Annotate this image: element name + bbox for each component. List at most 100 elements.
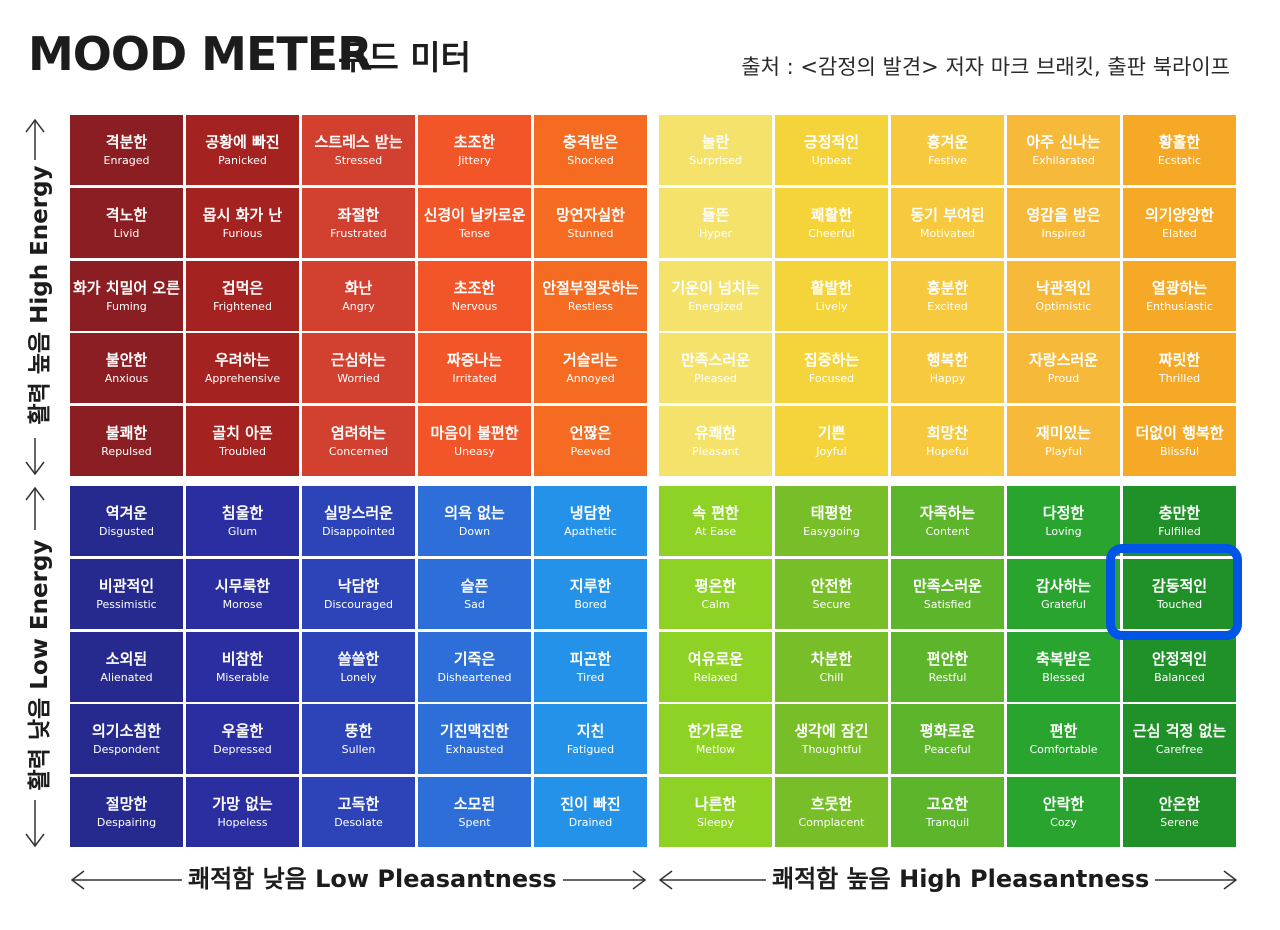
- title-english: MOOD METER: [28, 27, 373, 81]
- mood-label-english: Discouraged: [323, 597, 393, 611]
- mood-cell-disheartened: 기죽은 Disheartened: [418, 632, 531, 702]
- mood-label-korean: 의욕 없는: [444, 503, 505, 522]
- mood-label-korean: 비관적인: [98, 576, 155, 595]
- mood-label-korean: 태평한: [810, 503, 853, 522]
- mood-cell-tired: 피곤한 Tired: [534, 632, 647, 702]
- mood-label-korean: 흥겨운: [926, 132, 969, 151]
- mood-label-korean: 기죽은: [453, 649, 496, 668]
- mood-label-english: Miserable: [215, 670, 270, 684]
- mood-label-english: Restful: [928, 670, 967, 684]
- mood-label-english: Tired: [576, 670, 605, 684]
- mood-label-korean: 지친: [576, 721, 605, 740]
- mood-label-english: Excited: [927, 299, 968, 313]
- mood-label-english: Easygoing: [803, 524, 860, 538]
- mood-label-korean: 의기소침한: [91, 721, 161, 740]
- mood-label-english: Content: [925, 524, 970, 538]
- mood-label-korean: 우울한: [221, 721, 264, 740]
- mood-label-korean: 축복받은: [1035, 649, 1092, 668]
- mood-label-english: Irritated: [452, 371, 497, 385]
- mood-cell-relaxed: 여유로운 Relaxed: [659, 632, 772, 702]
- mood-label-english: Enraged: [103, 153, 150, 167]
- mood-cell-peaceful: 평화로운 Peaceful: [891, 704, 1004, 774]
- mood-label-english: Calm: [701, 597, 730, 611]
- mood-label-korean: 우려하는: [214, 350, 271, 369]
- mood-cell-playful: 재미있는 Playful: [1007, 406, 1120, 476]
- mood-label-english: Playful: [1045, 444, 1082, 458]
- mood-cell-apathetic: 냉담한 Apathetic: [534, 486, 647, 556]
- mood-cell-happy: 행복한 Happy: [891, 333, 1004, 403]
- mood-label-english: Nervous: [451, 299, 498, 313]
- mood-cell-shocked: 충격받은 Shocked: [534, 115, 647, 185]
- mood-label-korean: 짜릿한: [1158, 350, 1201, 369]
- mood-label-english: Serene: [1160, 815, 1199, 829]
- mood-label-korean: 가망 없는: [212, 794, 273, 813]
- mood-cell-elated: 의기양양한 Elated: [1123, 188, 1236, 258]
- mood-label-english: Exhausted: [445, 742, 504, 756]
- mood-label-korean: 지루한: [569, 576, 612, 595]
- mood-label-english: Comfortable: [1029, 742, 1098, 756]
- mood-label-korean: 재미있는: [1035, 423, 1092, 442]
- mood-cell-focused: 집중하는 Focused: [775, 333, 888, 403]
- mood-cell-worried: 근심하는 Worried: [302, 333, 415, 403]
- mood-label-english: Disheartened: [437, 670, 512, 684]
- mood-cell-grateful: 감사하는 Grateful: [1007, 559, 1120, 629]
- mood-cell-frightened: 겁먹은 Frightened: [186, 261, 299, 331]
- mood-cell-pleased: 만족스러운 Pleased: [659, 333, 772, 403]
- mood-cell-blissful: 더없이 행복한 Blissful: [1123, 406, 1236, 476]
- mood-label-korean: 들뜬: [701, 205, 730, 224]
- mood-cell-balanced: 안정적인 Balanced: [1123, 632, 1236, 702]
- mood-cell-touched: 감동적인 Touched: [1123, 559, 1236, 629]
- mood-label-korean: 충만한: [1158, 503, 1201, 522]
- mood-label-korean: 거슬리는: [562, 350, 619, 369]
- mood-label-english: Thrilled: [1158, 371, 1201, 385]
- mood-cell-motivated: 동기 부여된 Motivated: [891, 188, 1004, 258]
- mood-label-korean: 아주 신나는: [1026, 132, 1101, 151]
- mood-label-korean: 평온한: [694, 576, 737, 595]
- mood-cell-sad: 슬픈 Sad: [418, 559, 531, 629]
- mood-label-korean: 마음이 불편한: [430, 423, 519, 442]
- mood-label-english: Proud: [1047, 371, 1080, 385]
- mood-label-english: Frustrated: [330, 226, 387, 240]
- mood-label-korean: 감동적인: [1151, 576, 1208, 595]
- mood-label-english: Lonely: [340, 670, 377, 684]
- mood-cell-tense: 신경이 날카로운 Tense: [418, 188, 531, 258]
- mood-label-korean: 의기양양한: [1144, 205, 1214, 224]
- mood-label-korean: 안절부절못하는: [542, 278, 639, 297]
- mood-label-english: Repulsed: [101, 444, 152, 458]
- mood-label-korean: 더없이 행복한: [1135, 423, 1224, 442]
- mood-label-korean: 화난: [344, 278, 373, 297]
- mood-label-korean: 생각에 잠긴: [794, 721, 869, 740]
- mood-label-english: Joyful: [816, 444, 847, 458]
- mood-label-korean: 진이 빠진: [560, 794, 621, 813]
- mood-label-english: Elated: [1162, 226, 1197, 240]
- mood-cell-sullen: 뚱한 Sullen: [302, 704, 415, 774]
- mood-cell-disappointed: 실망스러운 Disappointed: [302, 486, 415, 556]
- mood-label-english: Pessimistic: [96, 597, 157, 611]
- mood-cell-depressed: 우울한 Depressed: [186, 704, 299, 774]
- mood-cell-frustrated: 좌절한 Frustrated: [302, 188, 415, 258]
- mood-label-english: Festive: [928, 153, 967, 167]
- mood-cell-exhilarated: 아주 신나는 Exhilarated: [1007, 115, 1120, 185]
- mood-label-korean: 망연자실한: [555, 205, 625, 224]
- mood-label-korean: 고독한: [337, 794, 380, 813]
- mood-cell-serene: 안온한 Serene: [1123, 777, 1236, 847]
- mood-label-korean: 고요한: [926, 794, 969, 813]
- mood-cell-calm: 평온한 Calm: [659, 559, 772, 629]
- mood-label-english: Tense: [458, 226, 491, 240]
- mood-label-english: Ecstatic: [1157, 153, 1202, 167]
- mood-label-english: Jittery: [458, 153, 491, 167]
- mood-label-english: Panicked: [218, 153, 267, 167]
- mood-cell-restful: 편안한 Restful: [891, 632, 1004, 702]
- mood-cell-complacent: 흐뭇한 Complacent: [775, 777, 888, 847]
- mood-label-english: Sleepy: [696, 815, 735, 829]
- mood-label-korean: 침울한: [221, 503, 264, 522]
- mood-label-english: Tranquil: [925, 815, 970, 829]
- mood-label-english: Drained: [568, 815, 613, 829]
- mood-label-english: Touched: [1156, 597, 1203, 611]
- mood-label-english: Morose: [222, 597, 263, 611]
- mood-label-korean: 시무룩한: [214, 576, 271, 595]
- mood-label-korean: 만족스러운: [912, 576, 982, 595]
- mood-cell-drained: 진이 빠진 Drained: [534, 777, 647, 847]
- mood-cell-joyful: 기쁜 Joyful: [775, 406, 888, 476]
- mood-label-english: Troubled: [219, 444, 266, 458]
